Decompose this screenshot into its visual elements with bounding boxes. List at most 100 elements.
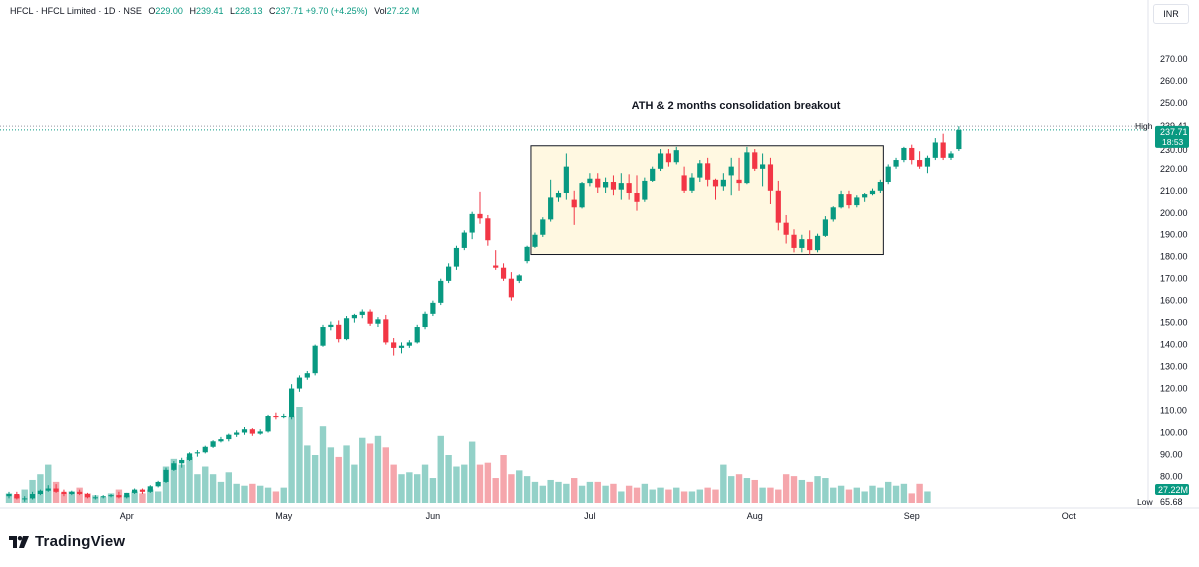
candle-body	[532, 234, 538, 247]
volume-bar	[225, 472, 232, 503]
candle-body	[587, 178, 593, 184]
volume-bar	[311, 455, 319, 503]
candle-body	[45, 488, 51, 491]
candle	[383, 314, 389, 345]
high-label: H	[189, 6, 196, 16]
candle	[618, 173, 624, 200]
volume-bar	[743, 478, 751, 503]
volume-bar	[390, 464, 397, 503]
volume-bar	[657, 487, 664, 503]
candle	[846, 190, 852, 209]
candle	[422, 311, 428, 330]
volume-bar	[123, 495, 130, 503]
candle	[893, 157, 899, 169]
volume-bar	[335, 456, 342, 503]
candle	[132, 488, 138, 495]
candle	[500, 263, 507, 281]
candle	[226, 433, 232, 442]
candle-body	[265, 416, 271, 432]
candle-body	[571, 199, 577, 208]
candle-body	[289, 388, 295, 418]
y-tick-label: 260.00	[1160, 76, 1188, 86]
candle	[775, 180, 781, 231]
candle-body	[822, 219, 828, 236]
y-tick-label: 170.00	[1160, 274, 1188, 284]
candle-body	[893, 160, 899, 167]
candle	[854, 195, 860, 208]
x-tick-label: Jul	[584, 511, 596, 521]
volume-bar	[861, 491, 868, 503]
candle	[257, 429, 263, 435]
y-tick-label: 130.00	[1160, 362, 1188, 372]
candle-body	[932, 142, 938, 158]
candle-body	[84, 494, 91, 498]
y-tick-label: 160.00	[1160, 296, 1188, 306]
volume-bar	[437, 435, 444, 503]
volume-bar	[547, 479, 554, 503]
candle	[29, 491, 36, 500]
candle	[477, 191, 483, 224]
candle	[814, 233, 821, 253]
candle-body	[69, 491, 75, 495]
currency-selector[interactable]: INR	[1153, 4, 1189, 24]
volume-bar	[594, 481, 601, 503]
candle	[642, 177, 648, 202]
volume-bar	[139, 493, 146, 503]
candle-body	[846, 194, 852, 206]
volume-bar	[131, 491, 138, 503]
candle-body	[92, 497, 98, 499]
candle-body	[500, 267, 507, 279]
volume-bar	[618, 491, 625, 503]
candle-body	[22, 498, 28, 500]
volume-bar	[735, 474, 743, 503]
volume-bar	[508, 474, 515, 503]
volume-bar	[194, 474, 201, 503]
volume-bar	[539, 485, 546, 503]
candle	[948, 151, 954, 161]
candle	[77, 489, 83, 496]
candle-body	[917, 160, 923, 167]
candle	[171, 461, 177, 471]
candle-body	[438, 280, 444, 303]
candle	[391, 338, 397, 356]
candle-body	[642, 180, 648, 200]
volume-bar	[217, 481, 225, 503]
candle-body	[351, 314, 357, 319]
candle-body	[508, 278, 514, 298]
candle-body	[767, 164, 774, 191]
candle-body	[869, 190, 876, 195]
candle	[571, 190, 577, 225]
candle	[493, 250, 499, 270]
volume-bar	[704, 487, 711, 503]
candle-body	[689, 177, 695, 191]
volume-bar	[610, 483, 617, 503]
symbol-title[interactable]: HFCL · HFCL Limited · 1D · NSE	[10, 6, 142, 16]
volume-bar	[586, 481, 594, 503]
candle	[398, 342, 405, 354]
volume-bar	[759, 487, 766, 503]
x-tick-label: May	[275, 511, 293, 521]
candle	[45, 485, 51, 492]
candle-body	[108, 495, 114, 497]
volume-bar	[233, 483, 240, 503]
volume-bar	[720, 464, 727, 503]
volume-bar	[351, 464, 358, 503]
candle-body	[909, 147, 915, 161]
candle	[603, 177, 609, 193]
candle-body	[634, 193, 640, 202]
brand-logo[interactable]: TradingView	[9, 533, 125, 550]
close-label: C	[269, 6, 276, 16]
volume-bar	[908, 493, 915, 503]
candle	[681, 166, 687, 193]
volume-bar	[837, 485, 845, 503]
candle-body	[453, 247, 460, 267]
candle	[555, 190, 562, 202]
volume-bar	[814, 476, 821, 503]
candle	[799, 234, 805, 253]
volume-bar	[60, 493, 68, 503]
y-tick-label: 220.00	[1160, 164, 1188, 174]
candle-body	[579, 183, 585, 208]
volume-bar	[869, 485, 876, 503]
